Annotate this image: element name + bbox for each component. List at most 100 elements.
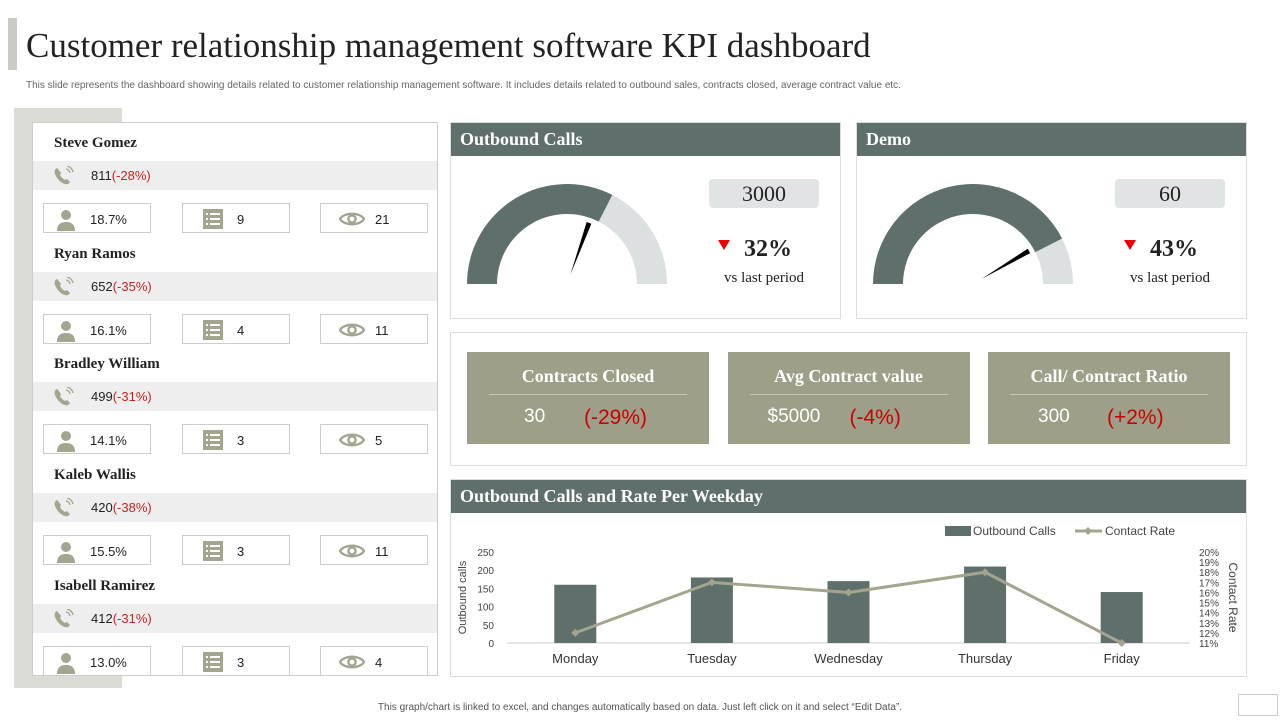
y-tick: 200 [477,566,494,577]
rep-calls-row: 652(-35%) [33,271,437,301]
down-triangle-icon [1124,240,1136,250]
legend-outbound-calls: Outbound Calls [973,524,1056,538]
rep-calls: 652 [91,278,113,294]
rep-tasks: 3 [237,654,245,670]
rep-calls-row: 811(-28%) [33,161,437,190]
phone-icon [53,608,75,634]
phone-icon [53,497,75,523]
gauge-fill [467,184,613,284]
contact-rate-point [981,568,990,577]
demo-card: Demo [856,122,1247,319]
page-subtitle: This slide represents the dashboard show… [26,80,901,91]
rep-rate-box: 14.1% [43,424,151,455]
rep-calls: 811 [91,168,112,183]
y2-tick: 20% [1199,548,1219,559]
gauge-change: 32% [718,236,792,263]
bar-thursday [964,566,1007,643]
y2-tick: 18% [1199,568,1219,579]
contact-rate-point [844,588,853,597]
rep-views-box: 11 [320,313,428,344]
sales-rep-0: Steve Gomez 811(-28%) 18.7% 9 21 [33,127,437,238]
rep-tasks: 4 [237,322,245,338]
y-tick: 150 [477,584,494,595]
list-icon [203,651,223,677]
y-tick: 0 [488,639,494,650]
eye-icon [338,542,366,565]
gauge-0 [467,184,667,284]
y2-tick: 17% [1199,578,1219,589]
gauge-value: 3000 [709,179,819,208]
gauge-1 [873,184,1073,284]
card-header: Demo [857,123,1246,156]
legend-bar-swatch [945,526,971,536]
footer-note: This graph/chart is linked to excel, and… [377,702,903,713]
kpi-box: Avg Contract value $5000 (-4%) [727,352,970,444]
kpi-value: 30 [524,406,546,427]
kpi-change: (-4%) [849,406,901,429]
x-tick: Friday [1104,651,1141,666]
list-icon [203,209,223,234]
kpi-change: (+2%) [1107,406,1164,429]
eye-icon [338,210,366,233]
kpi-title: Call/ Contract Ratio [1030,366,1188,386]
gauge-remainder [1035,238,1073,284]
rep-calls: 499 [91,389,113,405]
x-tick: Monday [552,651,599,666]
x-tick: Thursday [958,651,1013,666]
rep-views-box: 11 [320,535,428,566]
rep-calls-row: 420(-38%) [33,493,437,523]
y-tick: 100 [477,603,494,614]
contact-rate-point [707,578,716,587]
x-tick: Wednesday [814,651,883,666]
y2-tick: 16% [1199,588,1219,599]
sales-rep-panel: Steve Gomez 811(-28%) 18.7% 9 21 Ryan Ram… [32,122,438,676]
rep-views: 21 [375,212,390,227]
rep-name: Kaleb Wallis [54,467,136,484]
sales-rep-2: Bradley William 499(-31%) 14.1% 3 5 [33,348,437,459]
eye-icon [338,321,366,344]
rep-name: Bradley William [54,356,160,373]
gauge-needle [570,221,592,275]
legend-line-marker [1084,527,1092,535]
y2-tick: 11% [1199,639,1218,650]
list-icon [203,319,223,345]
rep-tasks-box: 4 [182,313,290,345]
kpi-value: $5000 [767,406,821,427]
rep-rate-box: 15.5% [43,535,151,566]
rep-name: Isabell Ramirez [54,577,155,594]
chart-title: Outbound Calls and Rate Per Weekday [451,480,1246,513]
rep-rate-box: 16.1% [43,313,151,344]
kpi-box: Contracts Closed 30 (-29%) [467,352,709,444]
rep-name: Steve Gomez [54,135,137,151]
rep-calls-change: (-28%) [111,168,151,183]
page-title: Customer relationship management softwar… [26,26,871,65]
rep-calls: 420 [91,500,113,516]
sales-rep-1: Ryan Ramos 652(-35%) 16.1% 4 11 [33,238,437,349]
gauge-value: 60 [1115,179,1225,208]
rep-views: 5 [375,433,383,449]
kpi-value: 300 [1038,406,1070,427]
y-tick: 250 [477,548,494,559]
rep-rate: 15.5% [90,544,127,560]
rep-tasks: 3 [237,544,245,560]
sales-rep-4: Isabell Ramirez 412(-31%) 13.0% 3 4 [33,570,437,681]
y2-tick: 13% [1199,619,1219,630]
rep-views-box: 21 [320,203,428,233]
kpi-change: (-29%) [584,406,648,429]
rep-rate: 18.7% [90,212,127,227]
y2-tick: 14% [1199,609,1219,620]
rep-calls-change: (-35%) [112,278,152,294]
eye-icon [338,431,366,454]
legend-contact-rate: Contact Rate [1105,524,1175,538]
rep-calls-change: (-31%) [112,610,152,626]
contact-rate-point [1117,639,1126,647]
y-tick: 50 [483,621,495,632]
user-icon [56,652,76,679]
rep-calls-change: (-31%) [112,389,152,405]
phone-icon [53,165,75,191]
weekday-chart: 0 50 100 150 200 250 11%12%13%14%15%16%17%18%1… [457,524,1240,666]
gauge-caption: vs last period [1130,270,1210,286]
gauge-caption: vs last period [724,270,804,286]
down-triangle-icon [718,240,730,250]
rep-views: 11 [375,322,389,338]
